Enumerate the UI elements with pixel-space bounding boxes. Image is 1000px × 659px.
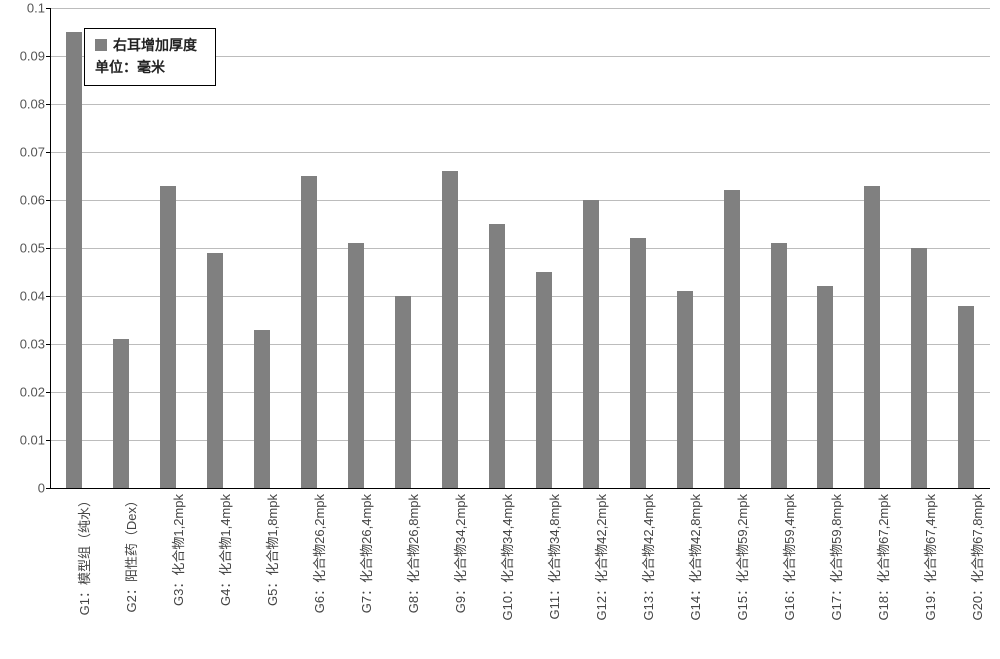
y-tick-label: 0.06 <box>20 193 45 208</box>
x-tick-label: G18：化合物67,2mpk <box>873 494 892 620</box>
y-tick-label: 0.04 <box>20 289 45 304</box>
y-tick-label: 0 <box>38 481 45 496</box>
legend: 右耳增加厚度 单位：毫米 <box>84 28 216 86</box>
x-tick-label: G19：化合物67,4mpk <box>920 494 939 620</box>
bar <box>66 32 82 488</box>
legend-series-row: 右耳增加厚度 <box>95 35 205 55</box>
bar <box>911 248 927 488</box>
x-tick-label: G1：模型组（纯水） <box>74 494 93 615</box>
x-tick-label: G5：化合物1,8mpk <box>262 494 281 606</box>
legend-swatch-icon <box>95 39 107 51</box>
x-tick-label: G2：阳性药（Dex） <box>121 494 140 612</box>
bar <box>630 238 646 488</box>
bar <box>160 186 176 488</box>
x-tick-label: G15：化合物59,2mpk <box>732 494 751 620</box>
x-tick-label: G14：化合物42,8mpk <box>685 494 704 620</box>
bar <box>771 243 787 488</box>
y-tick-label: 0.07 <box>20 145 45 160</box>
bar <box>583 200 599 488</box>
bar <box>724 190 740 488</box>
y-tick-label: 0.08 <box>20 97 45 112</box>
x-tick-label: G4：化合物1,4mpk <box>215 494 234 606</box>
x-tick-label: G10：化合物34,4mpk <box>497 494 516 620</box>
bar <box>395 296 411 488</box>
legend-title: 右耳增加厚度 <box>113 35 197 55</box>
x-tick-label: G12：化合物42,2mpk <box>591 494 610 620</box>
bar <box>864 186 880 488</box>
x-tick-label: G13：化合物42,4mpk <box>638 494 657 620</box>
bar <box>677 291 693 488</box>
bar <box>113 339 129 488</box>
bar <box>442 171 458 488</box>
bar <box>958 306 974 488</box>
y-tick-label: 0.01 <box>20 433 45 448</box>
x-tick-label: G7：化合物26,4mpk <box>356 494 375 613</box>
x-tick-label: G16：化合物59,4mpk <box>779 494 798 620</box>
y-tick-label: 0.05 <box>20 241 45 256</box>
bar <box>536 272 552 488</box>
x-tick-label: G11：化合物34,8mpk <box>544 494 563 619</box>
x-tick-label: G3：化合物1,2mpk <box>168 494 187 606</box>
y-tick-label: 0.02 <box>20 385 45 400</box>
bar <box>301 176 317 488</box>
x-tick-label: G6：化合物26,2mpk <box>309 494 328 613</box>
x-tick-label: G17：化合物59,8mpk <box>826 494 845 620</box>
y-tick-label: 0.1 <box>27 1 45 16</box>
x-tick-label: G20：化合物67,8mpk <box>967 494 986 620</box>
bar <box>207 253 223 488</box>
x-tick-label: G9：化合物34,2mpk <box>450 494 469 613</box>
x-tick-label: G8：化合物26,8mpk <box>403 494 422 613</box>
bar <box>817 286 833 488</box>
y-tick-mark <box>46 488 51 489</box>
bar <box>489 224 505 488</box>
bar <box>254 330 270 488</box>
gridline <box>51 488 990 489</box>
legend-unit: 单位：毫米 <box>95 57 205 77</box>
bar-chart: 0 0.01 0.02 0.03 0.04 0.05 0.06 0.07 0.08 0.09 0.1… <box>0 4 1000 655</box>
bar <box>348 243 364 488</box>
y-tick-label: 0.09 <box>20 49 45 64</box>
y-tick-label: 0.03 <box>20 337 45 352</box>
